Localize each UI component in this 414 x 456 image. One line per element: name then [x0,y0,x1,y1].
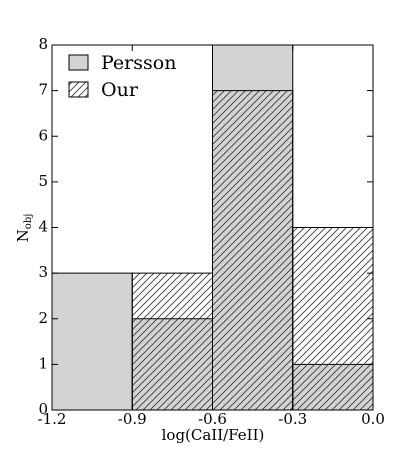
x-tick-label: -0.9 [118,410,147,428]
y-tick-label: 0 [38,400,48,418]
y-tick-label: 8 [38,35,48,53]
y-tick-label: 1 [38,354,48,372]
x-tick-label: -0.6 [198,410,227,428]
legend-swatch [68,54,89,71]
bar [131,272,213,411]
legend-swatch [68,81,89,98]
y-axis-label-main: N [14,229,32,242]
x-tick-label: -1.2 [38,410,67,428]
y-axis-label: Nobj [14,214,34,243]
x-axis-label: log(CaII/FeII) [162,426,265,444]
bar [51,272,133,411]
y-axis-label-sub: obj [23,214,34,230]
bar [212,90,294,411]
x-tick-label: -0.3 [278,410,307,428]
legend-label: Persson [101,52,176,74]
bar [292,227,374,411]
y-tick-label: 7 [38,81,48,99]
y-tick-label: 5 [38,172,48,190]
y-tick-label: 2 [38,309,48,327]
y-tick-label: 4 [38,218,48,236]
x-tick-label: 0.0 [361,410,385,428]
y-tick-label: 6 [38,126,48,144]
y-tick-label: 3 [38,263,48,281]
legend-label: Our [101,79,139,101]
